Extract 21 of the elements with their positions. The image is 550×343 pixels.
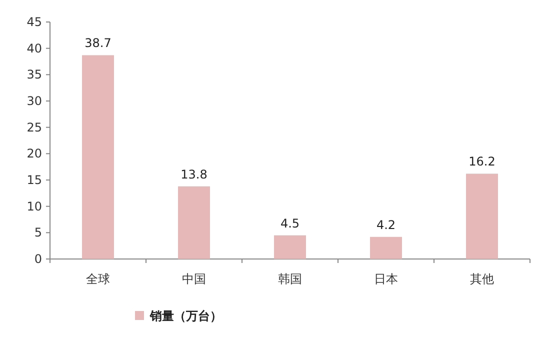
x-tick: 韩国 [278,272,302,286]
data-label: 38.7 [84,36,112,50]
data-label: 4.5 [280,216,300,230]
y-tick: 10 [26,199,42,214]
data-label: 13.8 [180,167,208,182]
data-label: 16.2 [468,154,496,169]
y-tick: 30 [26,94,42,108]
y-tick: 15 [26,173,42,187]
data-label: 4.2 [376,218,396,232]
y-tick: 45 [26,15,42,29]
y-tick: 35 [26,68,42,82]
y-tick: 20 [26,146,42,161]
x-tick: 中国 [182,272,206,286]
y-tick: 0 [34,252,42,266]
x-tick: 全球 [86,272,110,286]
legend-label: 销量（万台） [150,309,222,323]
y-tick: 40 [26,41,42,56]
x-tick: 其他 [470,272,494,286]
y-tick: 5 [34,226,42,240]
x-tick: 日本 [374,272,398,286]
y-tick: 25 [26,120,42,134]
